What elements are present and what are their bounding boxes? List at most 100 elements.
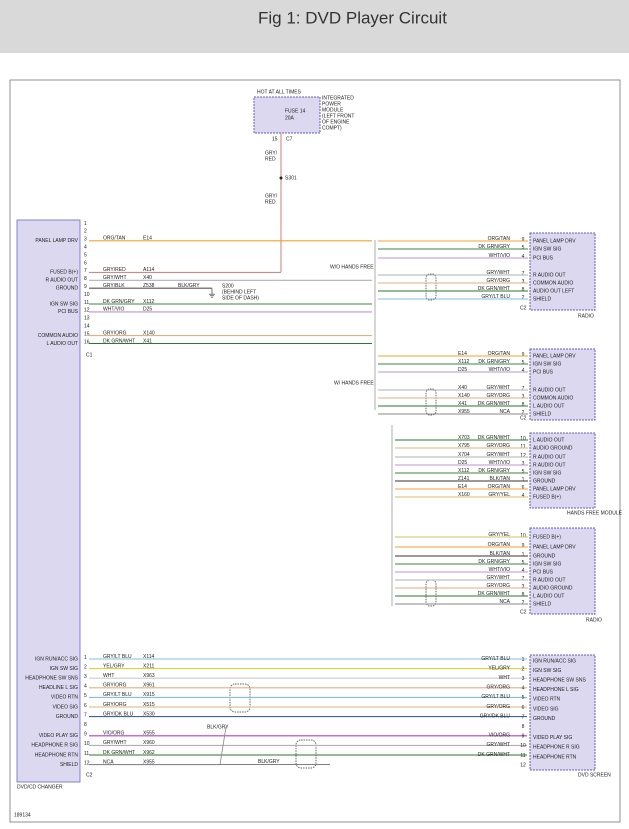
- pin-label: COMMON AUDIO: [38, 333, 78, 339]
- wire-color: BLK/TAN: [490, 551, 511, 557]
- circuit-label: X555: [143, 731, 155, 737]
- wire-color: VIO/ORG: [103, 731, 125, 737]
- component-box: [529, 654, 596, 771]
- shield-oval: [425, 579, 437, 607]
- wire-color: ORG/TAN: [488, 542, 511, 548]
- wire-color: BLK/TAN: [490, 476, 511, 482]
- pin-number: 8: [522, 592, 525, 598]
- pin-number: 10: [520, 533, 526, 539]
- shield-wire: [219, 726, 227, 765]
- pin-label: PANEL LAMP DRV: [533, 238, 576, 244]
- wire-color: GRY/YEL: [488, 492, 510, 498]
- splice-label: S200: [222, 284, 234, 290]
- pin-label: COMMON AUDIO: [533, 280, 573, 286]
- pin-number: 10: [520, 436, 526, 442]
- fuse-module: [253, 96, 321, 134]
- pin-number: 16: [84, 339, 90, 345]
- pin-number: 15: [272, 136, 278, 142]
- component-box: [529, 348, 596, 421]
- wire-color: GRY/RED: [103, 267, 126, 273]
- pin-number: 5: [522, 245, 525, 251]
- pin-label: L AUDIO OUT: [47, 341, 79, 347]
- circuit-label: X41: [143, 338, 152, 344]
- wire-color: ORG/TAN: [103, 236, 126, 242]
- pin-label: COMMON AUDIO: [533, 395, 573, 401]
- circuit-label: D25: [458, 367, 467, 373]
- wire-color: GRY/DK BLU: [103, 711, 134, 717]
- pin-label: R AUDIO OUT: [533, 454, 566, 460]
- pin-number: 3: [522, 584, 525, 590]
- circuit-label: X40: [458, 385, 467, 391]
- pin-label: IGN SW SIG: [533, 561, 561, 567]
- frame: [9, 79, 621, 823]
- circuit-label: X915: [143, 692, 155, 698]
- pin-number: 6: [84, 260, 87, 266]
- wire-color: GRY/LT BLU: [103, 692, 132, 698]
- changer-box: [16, 219, 81, 783]
- pin-label: PCI BUS: [533, 255, 554, 261]
- pin-label: R AUDIO OUT: [533, 577, 566, 583]
- connector-label: C2: [86, 772, 93, 778]
- pin-label: L AUDIO OUT: [533, 403, 565, 409]
- pin-label: PANEL LAMP DRV: [533, 353, 576, 359]
- splice-dot: [279, 176, 283, 180]
- pin-number: 9: [522, 352, 525, 358]
- pin-number: 1: [84, 655, 87, 661]
- circuit-label: Z538: [143, 283, 155, 289]
- wire-color: DK GRN/GRY: [478, 559, 510, 565]
- wire-color: NCA: [499, 409, 510, 415]
- wire-color: GRY/ORG: [486, 704, 510, 710]
- wire-color: VIO/ORG: [489, 733, 511, 739]
- pin-label: IGN SW SIG: [50, 301, 78, 307]
- fuse-name: FUSE 14: [285, 108, 306, 114]
- component-name: RADIO: [578, 313, 594, 319]
- pin-number: 3: [522, 279, 525, 285]
- wire-color: DK GRN/GRY: [478, 468, 510, 474]
- pin-label: SHIELD: [533, 296, 551, 302]
- pin-label: HEADPHONE R SIG: [533, 745, 580, 751]
- wire-color: GRY/: [265, 150, 278, 156]
- wire-color: GRY/: [265, 193, 278, 199]
- module-label: COMPT): [322, 125, 342, 131]
- circuit-label: X960: [143, 740, 155, 746]
- component-name: DVD SCREEN: [578, 772, 611, 778]
- pin-label: SHIELD: [60, 762, 78, 768]
- wire-color: GRY/ORG: [486, 443, 510, 449]
- title: Fig 1: DVD Player Circuit: [258, 8, 447, 27]
- pin-number: 10: [84, 292, 90, 298]
- connector-label: C2: [520, 415, 527, 421]
- wire-color: WHT/VIO: [489, 567, 510, 573]
- pin-label: PANEL LAMP DRV: [533, 544, 576, 550]
- pin-label: FUSED B(+): [50, 270, 78, 276]
- pin-number: 5: [522, 695, 525, 701]
- pin-number: 4: [84, 684, 87, 690]
- wire-color: GRY/LT BLU: [481, 656, 510, 662]
- pin-number: 6: [84, 703, 87, 709]
- wire-color: NCA: [499, 599, 510, 605]
- pin-number: 2: [84, 664, 87, 670]
- pin-label: IGN SW SIG: [50, 666, 78, 672]
- pin-label: GROUND: [533, 716, 556, 722]
- wire-color: BLK/GRY: [258, 759, 280, 765]
- wire-color: GRY/DK BLU: [480, 713, 511, 719]
- pin-number: 3: [84, 674, 87, 680]
- fuse-rating: 20A: [285, 115, 295, 121]
- shield-oval: [425, 273, 437, 301]
- pin-number: 8: [522, 402, 525, 408]
- pin-number: 7: [522, 576, 525, 582]
- header-band: [0, 0, 629, 53]
- wire-color: DK GRN/GRY: [478, 244, 510, 250]
- pin-label: IGN RUN/ACC SIG: [35, 656, 78, 662]
- pin-number: 11: [84, 300, 89, 306]
- pin-number: 4: [522, 686, 525, 692]
- pin-number: 9: [84, 284, 87, 290]
- pin-label: HEADPHONE L SIG: [533, 687, 579, 693]
- component-name: DVD/CD CHANGER: [17, 784, 63, 790]
- pin-label: SHIELD: [533, 601, 551, 607]
- circuit-label: E14: [458, 351, 467, 357]
- splice-location: SIDE OF DASH): [222, 296, 259, 302]
- pin-number: 10: [520, 743, 526, 749]
- circuit-label: X140: [143, 330, 155, 336]
- wire-color: GRY/WHT: [486, 742, 510, 748]
